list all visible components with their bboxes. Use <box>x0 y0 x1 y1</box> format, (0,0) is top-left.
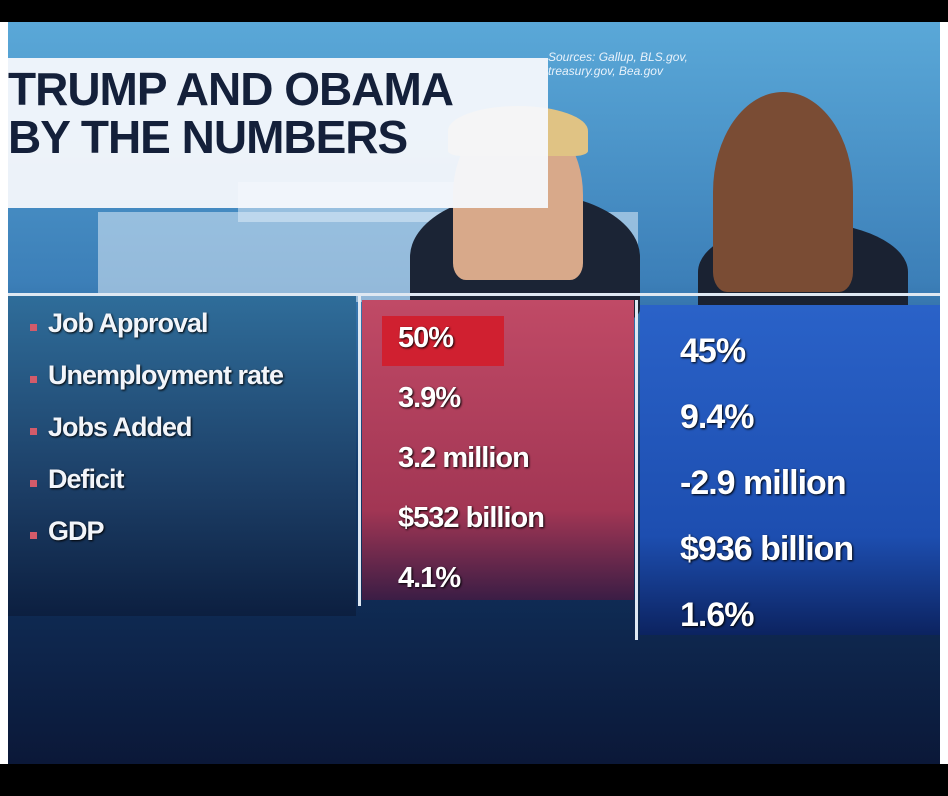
row-label: Deficit <box>48 464 125 494</box>
bullet <box>30 428 37 435</box>
obama-value: 1.6% <box>680 596 754 634</box>
row-label: GDP <box>48 516 105 546</box>
trump-value: 3.2 million <box>398 442 530 474</box>
row-label: Job Approval <box>48 308 209 338</box>
trump-value: $532 billion <box>398 502 545 534</box>
sources: Sources: Gallup, BLS.gov, <box>548 50 688 64</box>
letterbox <box>0 764 948 796</box>
bullet <box>30 532 37 539</box>
divider <box>635 300 638 640</box>
row-label: Unemployment rate <box>48 360 284 390</box>
bullet <box>30 480 37 487</box>
bullet <box>30 376 37 383</box>
title: BY THE NUMBERS <box>8 111 408 163</box>
obama-value: 45% <box>680 332 746 370</box>
obama-face <box>713 92 853 292</box>
obama-value: -2.9 million <box>680 464 847 502</box>
title-box <box>8 58 548 208</box>
trump-value: 50% <box>398 322 454 354</box>
obama-value: $936 billion <box>680 530 854 568</box>
obama-value: 9.4% <box>680 398 754 436</box>
obama-column <box>640 305 940 635</box>
letterbox <box>0 0 948 22</box>
row-label: Jobs Added <box>48 412 193 442</box>
title: TRUMP AND OBAMA <box>8 63 454 115</box>
highlight <box>382 316 504 366</box>
bullet <box>30 324 37 331</box>
label-column <box>8 296 356 616</box>
trump-value: 3.9% <box>398 382 461 414</box>
trump-value: 4.1% <box>398 562 461 594</box>
divider <box>358 296 361 606</box>
sources: treasury.gov, Bea.gov <box>548 64 663 78</box>
divider <box>8 293 940 296</box>
